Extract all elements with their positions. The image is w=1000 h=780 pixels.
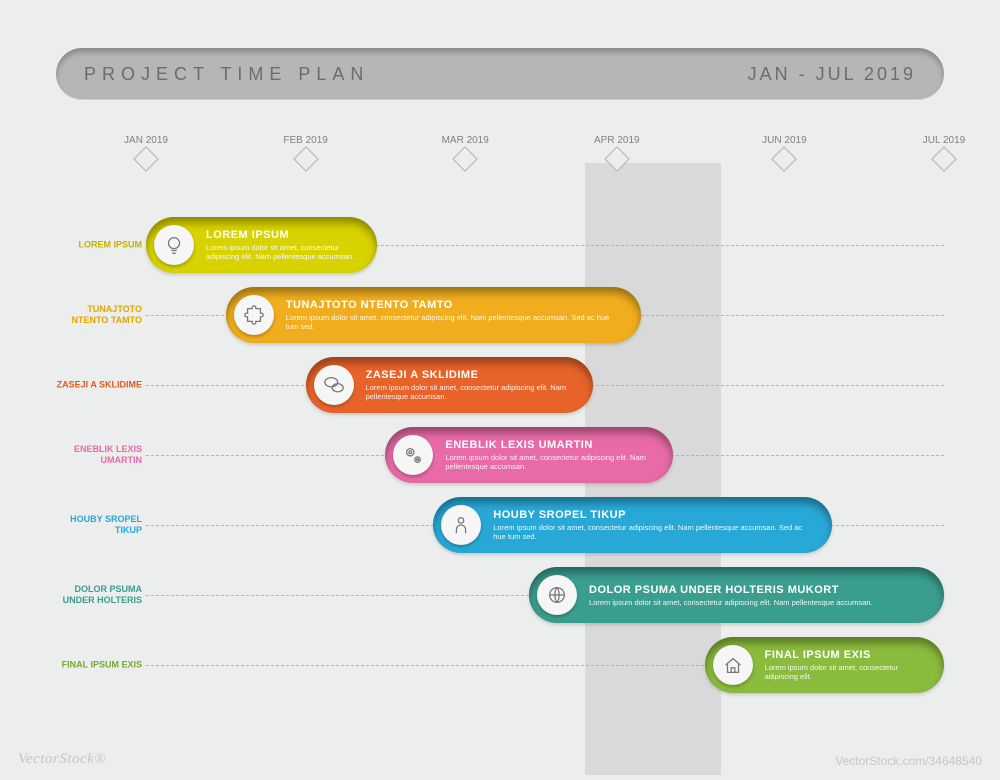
bulb-icon — [154, 225, 194, 265]
task-bar: ENEBLIK LEXIS UMARTIN Lorem ipsum dolor s… — [385, 427, 672, 483]
page-title: PROJECT TIME PLAN — [84, 64, 369, 85]
task-row-label: TUNAJTOTO NTENTO TAMTO — [56, 304, 142, 326]
task-row-label: LOREM IPSUM — [56, 240, 142, 251]
task-title: HOUBY SROPEL TIKUP — [493, 509, 814, 521]
month-label: JUL 2019 — [923, 135, 965, 146]
task-text: ZASEJI A SKLIDIME Lorem ipsum dolor sit a… — [366, 369, 575, 401]
month-label: JAN 2019 — [124, 135, 168, 146]
task-bar: TUNAJTOTO NTENTO TAMTO Lorem ipsum dolor … — [226, 287, 641, 343]
gantt-chart: LOREM IPSUM TUNAJTOTO NTENTO TAMTO ZASEJI … — [56, 135, 944, 735]
task-title: DOLOR PSUMA UNDER HOLTERIS MUKORT — [589, 584, 872, 596]
task-title: LOREM IPSUM — [206, 229, 359, 241]
month-label: FEB 2019 — [283, 135, 327, 146]
task-row-label: HOUBY SROPEL TIKUP — [56, 514, 142, 536]
task-desc: Lorem ipsum dolor sit amet, consectetur … — [589, 598, 872, 607]
task-row-label: DOLOR PSUMA UNDER HOLTERIS — [56, 584, 142, 606]
date-range: JAN - JUL 2019 — [748, 64, 916, 85]
gears-icon — [393, 435, 433, 475]
puzzle-icon — [234, 295, 274, 335]
watermark-left: VectorStock® — [18, 751, 106, 768]
globe-icon — [537, 575, 577, 615]
task-bar: FINAL IPSUM EXIS Lorem ipsum dolor sit am… — [705, 637, 944, 693]
month-label: MAR 2019 — [442, 135, 489, 146]
task-desc: Lorem ipsum dolor sit amet, consectetur … — [445, 453, 654, 471]
task-bar: ZASEJI A SKLIDIME Lorem ipsum dolor sit a… — [306, 357, 593, 413]
person-icon — [441, 505, 481, 545]
house-icon — [713, 645, 753, 685]
watermark-right: VectorStock.com/34648540 — [835, 754, 982, 768]
task-bar: DOLOR PSUMA UNDER HOLTERIS MUKORT Lorem i… — [529, 567, 944, 623]
task-row-label: FINAL IPSUM EXIS — [56, 660, 142, 671]
task-row-label: ZASEJI A SKLIDIME — [56, 380, 142, 391]
task-text: FINAL IPSUM EXIS Lorem ipsum dolor sit am… — [765, 649, 926, 681]
task-title: FINAL IPSUM EXIS — [765, 649, 926, 661]
task-desc: Lorem ipsum dolor sit amet, consectetur … — [286, 313, 623, 331]
task-desc: Lorem ipsum dolor sit amet, consectetur … — [206, 243, 359, 261]
task-title: ZASEJI A SKLIDIME — [366, 369, 575, 381]
month-pointer-icon — [452, 146, 477, 171]
task-desc: Lorem ipsum dolor sit amet, consectetur … — [366, 383, 575, 401]
header-pill: PROJECT TIME PLAN JAN - JUL 2019 — [56, 48, 944, 100]
task-desc: Lorem ipsum dolor sit amet, consectetur … — [493, 523, 814, 541]
task-bar: LOREM IPSUM Lorem ipsum dolor sit amet, c… — [146, 217, 377, 273]
row-labels-column: LOREM IPSUM TUNAJTOTO NTENTO TAMTO ZASEJI … — [56, 135, 146, 735]
task-row-label: ENEBLIK LEXIS UMARTIN — [56, 444, 142, 466]
task-text: LOREM IPSUM Lorem ipsum dolor sit amet, c… — [206, 229, 359, 261]
task-text: DOLOR PSUMA UNDER HOLTERIS MUKORT Lorem i… — [589, 584, 872, 607]
month-label: JUN 2019 — [762, 135, 806, 146]
task-bar: HOUBY SROPEL TIKUP Lorem ipsum dolor sit … — [433, 497, 832, 553]
task-text: TUNAJTOTO NTENTO TAMTO Lorem ipsum dolor … — [286, 299, 623, 331]
month-pointer-icon — [931, 146, 956, 171]
task-title: TUNAJTOTO NTENTO TAMTO — [286, 299, 623, 311]
task-title: ENEBLIK LEXIS UMARTIN — [445, 439, 654, 451]
task-desc: Lorem ipsum dolor sit amet, consectetur … — [765, 663, 926, 681]
month-pointer-icon — [293, 146, 318, 171]
gantt-plot: JAN 2019FEB 2019MAR 2019APR 2019JUN 2019… — [146, 135, 944, 735]
chat-icon — [314, 365, 354, 405]
month-label: APR 2019 — [594, 135, 640, 146]
task-text: HOUBY SROPEL TIKUP Lorem ipsum dolor sit … — [493, 509, 814, 541]
month-pointer-icon — [772, 146, 797, 171]
task-text: ENEBLIK LEXIS UMARTIN Lorem ipsum dolor s… — [445, 439, 654, 471]
